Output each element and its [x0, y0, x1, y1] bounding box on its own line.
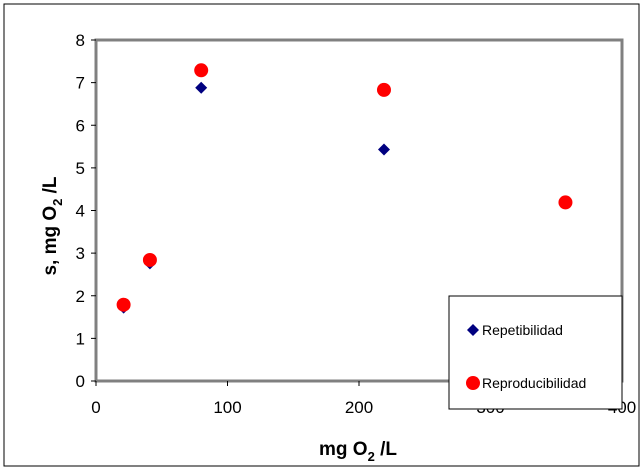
legend-box — [448, 295, 623, 410]
legend-marker-reproducibilidad — [466, 376, 480, 390]
y-axis-title: s, mg O2 /L — [40, 176, 65, 275]
x-axis-title: mg O2 /L — [319, 439, 397, 464]
data-point-diamond — [377, 143, 390, 156]
x-tick-label: 100 — [213, 398, 241, 417]
legend-label-reproducibilidad: Reproducibilidad — [482, 375, 586, 391]
x-axis-title-subscript: 2 — [368, 449, 375, 464]
data-point-diamond — [195, 81, 208, 94]
data-point-circle — [116, 297, 131, 312]
legend-label-repetibilidad: Repetibilidad — [482, 322, 563, 338]
y-tick-label: 7 — [76, 74, 85, 93]
y-tick-label: 3 — [76, 244, 85, 263]
x-axis-title-suffix: /L — [375, 439, 398, 460]
x-tick-label: 0 — [91, 398, 100, 417]
series-layer — [116, 63, 573, 314]
legend: Repetibilidad Reproducibilidad — [448, 295, 623, 410]
y-tick-label: 0 — [76, 372, 85, 391]
y-tick-label: 4 — [76, 202, 85, 221]
data-point-circle — [142, 252, 157, 267]
y-axis-title-subscript: 2 — [50, 199, 65, 206]
y-tick-label: 6 — [76, 116, 85, 135]
y-axis-ticks: 0 1 2 3 4 5 6 7 8 — [76, 31, 96, 391]
y-tick-label: 8 — [76, 31, 85, 50]
series-reproducibilidad — [116, 63, 573, 312]
x-tick-label: 200 — [345, 398, 373, 417]
data-point-circle — [194, 63, 209, 78]
data-point-circle — [376, 82, 391, 97]
data-point-circle — [558, 195, 573, 210]
y-axis-title-suffix: /L — [40, 176, 61, 199]
legend-marker-repetibilidad — [467, 324, 479, 336]
y-tick-label: 5 — [76, 159, 85, 178]
y-axis-title-main: s, mg O — [40, 206, 61, 276]
y-tick-label: 1 — [76, 329, 85, 348]
y-tick-label: 2 — [76, 287, 85, 306]
x-axis-title-main: mg O — [319, 439, 368, 460]
